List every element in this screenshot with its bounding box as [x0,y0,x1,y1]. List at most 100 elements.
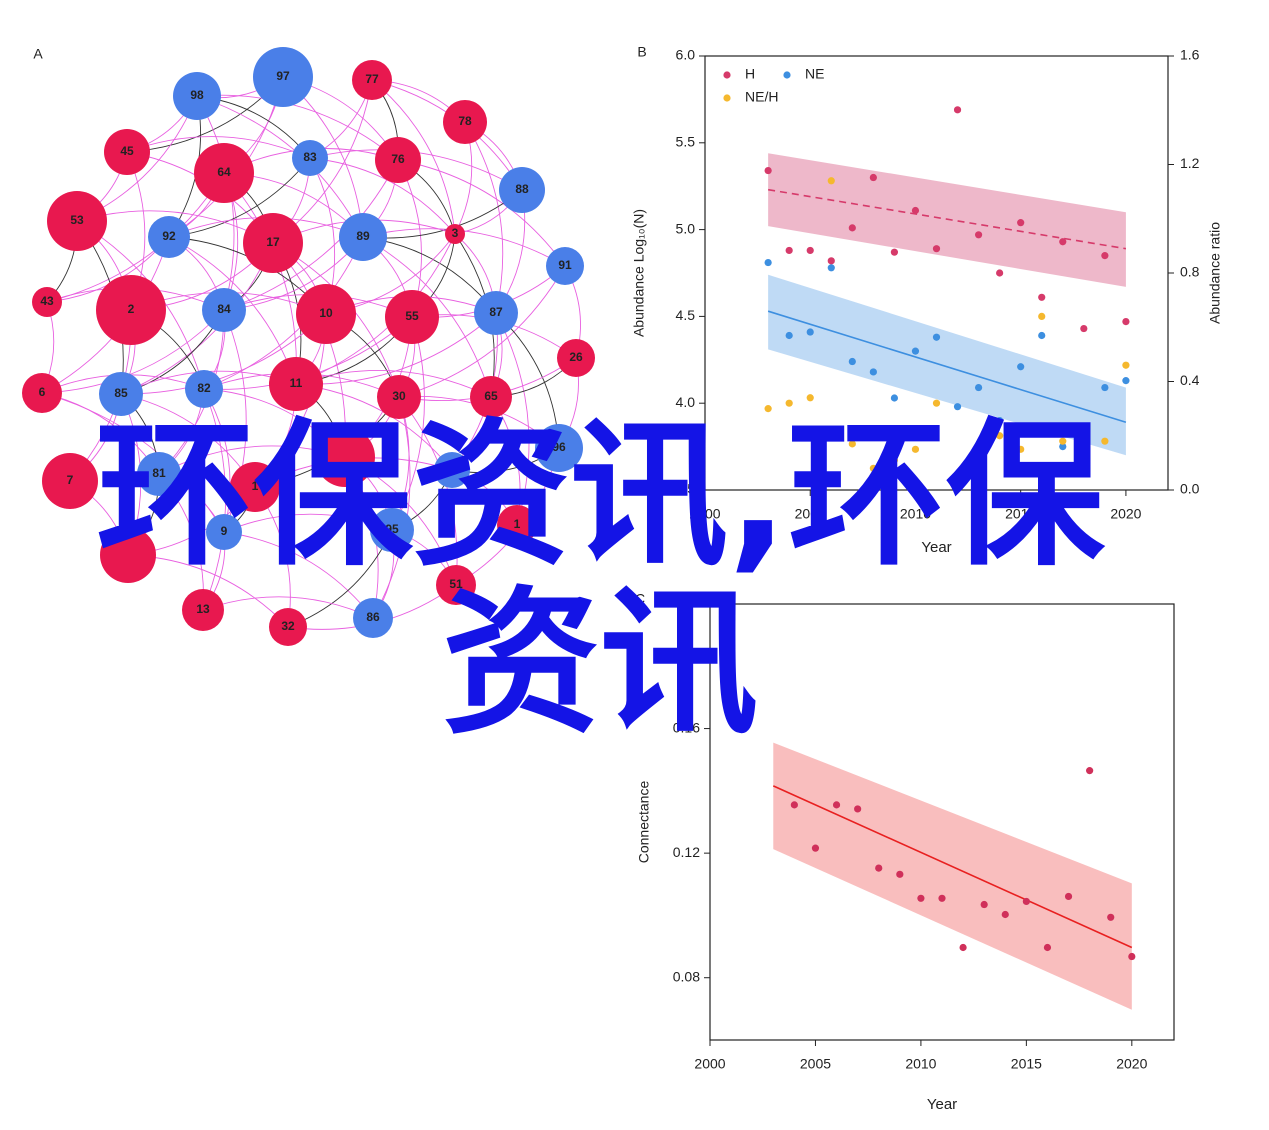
y2-tick-label: 1.2 [1180,155,1200,171]
node [375,137,421,183]
node [557,339,595,377]
x-tick-label: 2000 [689,506,720,522]
legend-label: NE/H [745,89,778,105]
x-tick-label: 2005 [795,506,826,522]
node-label: 92 [162,229,176,243]
x-tick-label: 2020 [1110,506,1141,522]
edge [362,228,566,267]
data-point [1101,437,1109,445]
data-point [764,405,772,413]
node-label: 43 [40,294,54,308]
node [443,100,487,144]
data-point [1080,434,1088,443]
data-point [827,257,835,265]
edge [295,312,497,385]
node [100,527,156,583]
data-point [854,805,862,813]
node-label: 53 [70,213,84,227]
edge [398,265,566,398]
node-label: 84 [217,302,231,316]
node-label: 85 [114,386,128,400]
data-point [996,432,1004,440]
x-tick-label: 2020 [1116,1056,1147,1072]
edge [223,172,297,385]
data-point [785,331,793,340]
data-point [848,440,856,448]
y-tick-label: 0.16 [673,719,700,735]
node [185,370,223,408]
data-point [848,224,856,232]
node-label: 45 [120,144,134,158]
data-point [764,258,772,267]
x-tick-label: 2010 [905,1056,936,1072]
data-point [1059,437,1067,445]
data-point [1086,767,1094,775]
data-point [1101,383,1109,392]
edge [202,596,374,619]
node [253,47,313,107]
node [230,462,280,512]
node-label: 89 [356,229,370,243]
node [243,213,303,273]
edge [362,236,492,398]
data-point [911,347,920,355]
edge [372,396,411,619]
legend-marker [723,71,731,79]
node-label: 6 [39,385,46,399]
node [445,224,465,244]
y-axis-title: Abundance Log₁₀(N) [631,209,647,337]
node [202,288,246,332]
data-point [832,801,841,809]
data-point [811,844,820,852]
node-label: 10 [319,306,333,320]
node-label: 1 [514,517,521,531]
data-point [953,106,962,114]
data-point [932,333,941,341]
node [104,129,150,175]
node [47,191,107,251]
data-point [890,248,899,256]
node-label: 1 [252,479,259,493]
data-point [785,399,793,407]
node [436,565,476,605]
y-tick-label: 0.20 [673,595,700,611]
node [546,247,584,285]
node-label: 13 [196,602,210,616]
y-tick-label: 0.12 [673,844,700,860]
edge [223,531,374,619]
node [22,373,62,413]
node-label: 2 [128,302,135,316]
node [269,608,307,646]
x-tick-label: 2010 [900,506,931,522]
node-label: 65 [484,389,498,403]
node [32,287,62,317]
x-tick-label: 2000 [694,1056,725,1072]
data-point [764,166,772,175]
y-tick-label: 3.5 [676,481,696,497]
node [499,167,545,213]
edge [223,159,399,311]
data-point [806,246,814,255]
data-point [1101,252,1109,260]
legend-marker [783,71,791,79]
data-point [959,943,967,952]
y2-tick-label: 1.6 [1180,47,1200,63]
data-point [996,269,1004,277]
node [470,376,512,418]
node [194,143,254,203]
data-point [827,177,835,185]
data-point [974,451,983,459]
edge [196,94,399,161]
confidence-band [768,153,1126,287]
overlay-text: 环保资讯,环保资讯 [95,404,1105,756]
node-label: 98 [190,88,204,102]
node [353,598,393,638]
node-label: 96 [552,440,566,454]
node-label: 32 [281,619,295,633]
node-label: 64 [217,165,231,179]
node [182,589,224,631]
data-point [1059,238,1067,246]
data-point [953,403,962,411]
edge [495,312,530,526]
